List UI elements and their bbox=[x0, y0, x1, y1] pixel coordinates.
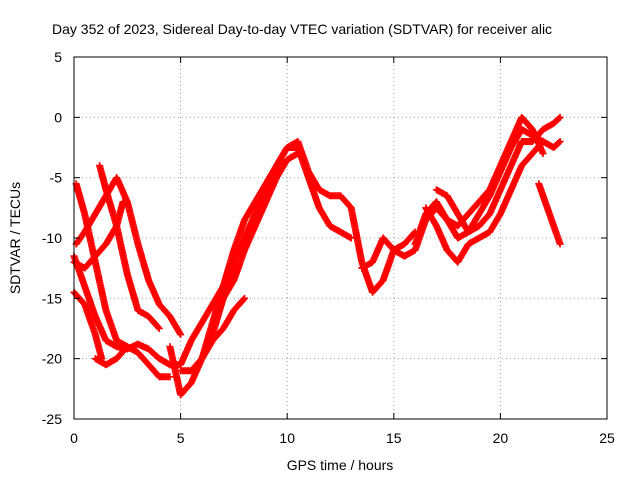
series-pass-12 bbox=[215, 150, 302, 314]
data-markers bbox=[70, 113, 564, 399]
y-axis-label: SDTVAR / TECUs bbox=[7, 182, 23, 294]
y-tick-label: 5 bbox=[54, 49, 62, 65]
data-point bbox=[555, 114, 563, 122]
data-point bbox=[539, 150, 547, 158]
data-point bbox=[556, 113, 564, 121]
series-pass-11 bbox=[198, 137, 419, 363]
y-tick-label: -15 bbox=[42, 290, 62, 306]
series-pass-3 bbox=[72, 180, 131, 351]
grid-lines bbox=[74, 57, 607, 419]
plot-frame bbox=[73, 56, 608, 420]
y-tick-label: -25 bbox=[42, 411, 62, 427]
x-tick-label: 25 bbox=[599, 430, 615, 446]
x-tick-label: 20 bbox=[493, 430, 509, 446]
series-pass-5 bbox=[72, 174, 185, 339]
series-pass-17 bbox=[535, 180, 564, 248]
data-point bbox=[154, 323, 162, 331]
data-point bbox=[155, 325, 163, 332]
data-point bbox=[166, 373, 174, 381]
data-point bbox=[241, 294, 249, 302]
series-pass-15 bbox=[422, 137, 547, 266]
data-point bbox=[177, 331, 185, 339]
data-point bbox=[294, 150, 302, 158]
y-tick-label: -10 bbox=[42, 230, 62, 246]
x-axis-label: GPS time / hours bbox=[287, 457, 394, 473]
series-pass-16 bbox=[432, 113, 564, 236]
data-point bbox=[539, 137, 547, 145]
data-point bbox=[119, 198, 127, 206]
series-pass-2 bbox=[70, 288, 106, 363]
x-tick-label: 10 bbox=[279, 430, 295, 446]
x-tick-label: 0 bbox=[70, 430, 78, 446]
data-point bbox=[556, 137, 564, 145]
x-tick-label: 5 bbox=[177, 430, 185, 446]
data-point bbox=[556, 240, 564, 248]
y-tick-label: -20 bbox=[42, 351, 62, 367]
series-pass-7 bbox=[91, 343, 174, 381]
series-pass-6 bbox=[70, 198, 127, 272]
data-point bbox=[555, 138, 563, 146]
data-point bbox=[240, 295, 248, 303]
y-tick-label: 0 bbox=[54, 109, 62, 125]
y-tick-label: -5 bbox=[50, 170, 63, 186]
x-tick-label: 15 bbox=[386, 430, 402, 446]
data-point bbox=[538, 139, 546, 147]
axis-ticks: 0 5 10 15 20 25 -25 -20 -15 -10 -5 0 5 bbox=[42, 49, 615, 446]
chart-title: Day 352 of 2023, Sidereal Day-to-day VTE… bbox=[52, 21, 552, 37]
